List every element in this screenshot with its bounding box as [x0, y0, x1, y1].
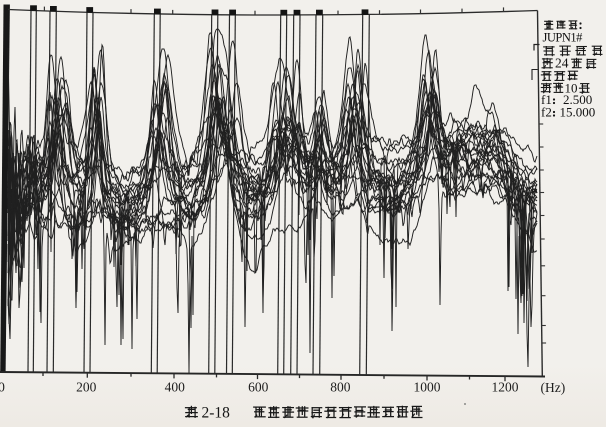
svg-text:0: 0 [0, 380, 5, 395]
svg-text:JUPN1#: JUPN1# [543, 31, 584, 45]
svg-text:600: 600 [248, 380, 269, 395]
svg-text:1000: 1000 [414, 380, 441, 395]
svg-text:f2: f2 [541, 105, 552, 120]
svg-text:15.000: 15.000 [560, 105, 596, 120]
svg-text:f1: f1 [541, 92, 552, 107]
svg-text:200: 200 [76, 380, 97, 395]
svg-text:800: 800 [330, 380, 351, 395]
svg-text:24: 24 [555, 56, 569, 71]
svg-text:2-18: 2-18 [202, 405, 231, 422]
svg-text:1200: 1200 [492, 380, 519, 395]
svg-text:(Hz): (Hz) [541, 380, 566, 395]
svg-text:2.500: 2.500 [563, 92, 592, 107]
svg-text:10: 10 [565, 81, 578, 96]
svg-text:400: 400 [165, 380, 186, 395]
